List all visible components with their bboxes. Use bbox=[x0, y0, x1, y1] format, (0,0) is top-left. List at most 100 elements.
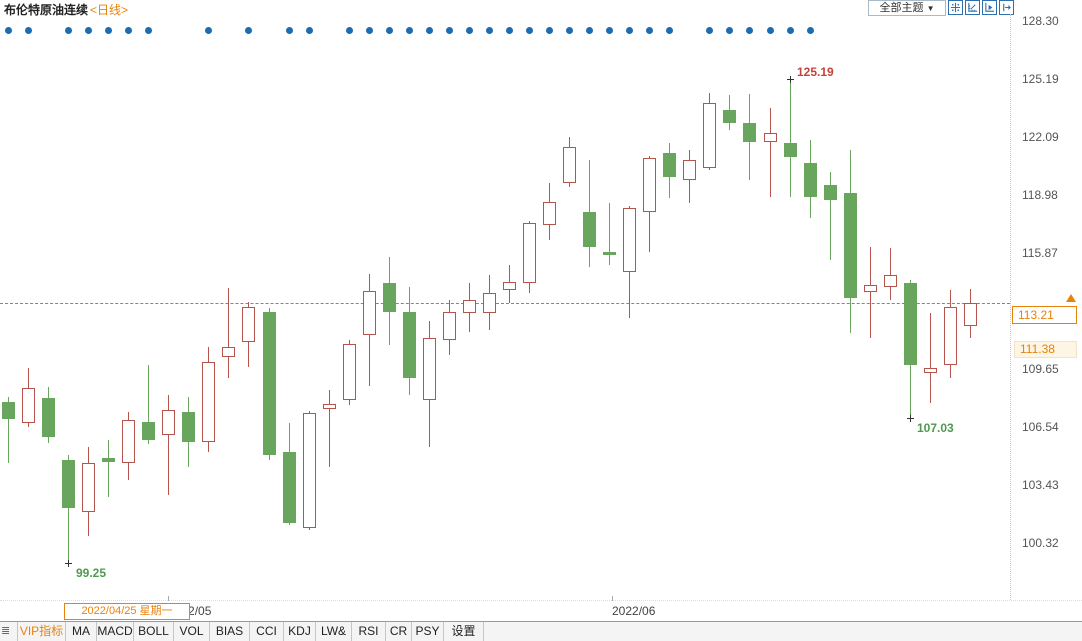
indicator-tab-cci[interactable]: CCI bbox=[250, 622, 284, 641]
candle[interactable] bbox=[583, 212, 596, 248]
candle[interactable] bbox=[122, 420, 135, 463]
export-right-icon[interactable] bbox=[999, 0, 1014, 15]
indicator-tab-kdj[interactable]: KDJ bbox=[284, 622, 316, 641]
event-dot bbox=[646, 27, 653, 34]
candle[interactable] bbox=[142, 422, 155, 440]
indicator-tab-cr[interactable]: CR bbox=[386, 622, 412, 641]
candle[interactable] bbox=[343, 344, 356, 401]
event-dot bbox=[787, 27, 794, 34]
play-axis-icon[interactable] bbox=[982, 0, 997, 15]
move-crosshair-icon[interactable] bbox=[948, 0, 963, 15]
event-dot bbox=[426, 27, 433, 34]
event-dot bbox=[726, 27, 733, 34]
candle[interactable] bbox=[764, 132, 777, 142]
event-dot bbox=[546, 27, 553, 34]
event-dot bbox=[606, 27, 613, 34]
chart-toolbar bbox=[948, 0, 1014, 15]
theme-dropdown-label: 全部主题 bbox=[879, 2, 924, 14]
event-dot bbox=[286, 27, 293, 34]
candle[interactable] bbox=[483, 293, 496, 313]
event-dot bbox=[145, 27, 152, 34]
candle[interactable] bbox=[182, 412, 195, 443]
event-dot bbox=[125, 27, 132, 34]
event-dot bbox=[486, 27, 493, 34]
candle[interactable] bbox=[463, 299, 476, 313]
indicator-tab-psy[interactable]: PSY bbox=[412, 622, 444, 641]
candle[interactable] bbox=[944, 307, 957, 365]
scale-axis-icon[interactable] bbox=[965, 0, 980, 15]
event-dot bbox=[586, 27, 593, 34]
indicator-tab-rsi[interactable]: RSI bbox=[352, 622, 386, 641]
page-title: 布伦特原油连续 <日线> bbox=[4, 1, 128, 18]
price-tick-label: 122.09 bbox=[1022, 130, 1059, 144]
candle[interactable] bbox=[242, 307, 255, 343]
candle[interactable] bbox=[423, 338, 436, 401]
candle[interactable] bbox=[303, 413, 316, 528]
low-price-label: 99.25 bbox=[76, 566, 107, 580]
indicator-tab-bias[interactable]: BIAS bbox=[210, 622, 250, 641]
indicator-tab-vol[interactable]: VOL bbox=[174, 622, 210, 641]
candle[interactable] bbox=[383, 282, 396, 312]
candle[interactable] bbox=[162, 410, 175, 435]
candle-wick bbox=[930, 313, 931, 404]
instrument-name: 布伦特原油连续 bbox=[4, 3, 89, 17]
candle[interactable] bbox=[703, 103, 716, 168]
indicator-tab-boll[interactable]: BOLL bbox=[134, 622, 174, 641]
indicator-tab-vip[interactable]: VIP指标 bbox=[18, 622, 66, 641]
price-tick-label: 115.87 bbox=[1022, 246, 1058, 260]
candle[interactable] bbox=[363, 291, 376, 335]
candle[interactable] bbox=[263, 312, 276, 455]
panel-handle-icon[interactable]: ≣ bbox=[0, 622, 18, 641]
candle[interactable] bbox=[202, 362, 215, 442]
candle[interactable] bbox=[222, 346, 235, 357]
candle[interactable] bbox=[503, 282, 516, 290]
candle[interactable] bbox=[884, 275, 897, 287]
candle[interactable] bbox=[563, 146, 576, 183]
event-dot bbox=[666, 27, 673, 34]
candle[interactable] bbox=[603, 252, 616, 255]
candle[interactable] bbox=[62, 460, 75, 508]
candle[interactable] bbox=[844, 193, 857, 298]
indicator-tab-lw[interactable]: LW& bbox=[316, 622, 352, 641]
candle[interactable] bbox=[2, 402, 15, 419]
candle[interactable] bbox=[523, 223, 536, 283]
candle[interactable] bbox=[784, 143, 797, 157]
event-dot bbox=[746, 27, 753, 34]
candle-wick bbox=[790, 79, 791, 197]
swing-low-price-label: 107.03 bbox=[917, 421, 954, 435]
low-marker-cross bbox=[65, 560, 72, 567]
candle[interactable] bbox=[723, 110, 736, 124]
event-dot bbox=[306, 27, 313, 34]
candle[interactable] bbox=[543, 202, 556, 226]
candle[interactable] bbox=[283, 452, 296, 524]
candle[interactable] bbox=[924, 368, 937, 373]
candle[interactable] bbox=[824, 185, 837, 200]
candle-wick bbox=[68, 455, 69, 563]
event-dot bbox=[807, 27, 814, 34]
candle[interactable] bbox=[22, 388, 35, 424]
candle[interactable] bbox=[82, 463, 95, 513]
candle[interactable] bbox=[864, 285, 877, 293]
candle[interactable] bbox=[443, 312, 456, 340]
candle[interactable] bbox=[623, 207, 636, 272]
indicator-tab-ma[interactable]: MA bbox=[66, 622, 97, 641]
price-tick-label: 128.30 bbox=[1022, 14, 1059, 28]
candle[interactable] bbox=[323, 404, 336, 409]
candle[interactable] bbox=[804, 163, 817, 197]
chart-canvas[interactable] bbox=[0, 0, 1010, 600]
candle[interactable] bbox=[403, 312, 416, 378]
candle[interactable] bbox=[663, 153, 676, 177]
candle[interactable] bbox=[964, 302, 977, 326]
theme-dropdown[interactable]: 全部主题 ▼ bbox=[868, 0, 946, 16]
candle[interactable] bbox=[683, 160, 696, 180]
reference-price-badge: 111.38 bbox=[1014, 341, 1077, 358]
candle[interactable] bbox=[102, 457, 115, 462]
candle[interactable] bbox=[904, 282, 917, 365]
candle[interactable] bbox=[643, 157, 656, 212]
event-dot bbox=[526, 27, 533, 34]
indicator-tab-[interactable]: 设置 bbox=[444, 622, 484, 641]
price-tick-label: 106.54 bbox=[1022, 420, 1059, 434]
indicator-tab-macd[interactable]: MACD bbox=[97, 622, 134, 641]
candle[interactable] bbox=[743, 123, 756, 143]
candle[interactable] bbox=[42, 398, 55, 438]
